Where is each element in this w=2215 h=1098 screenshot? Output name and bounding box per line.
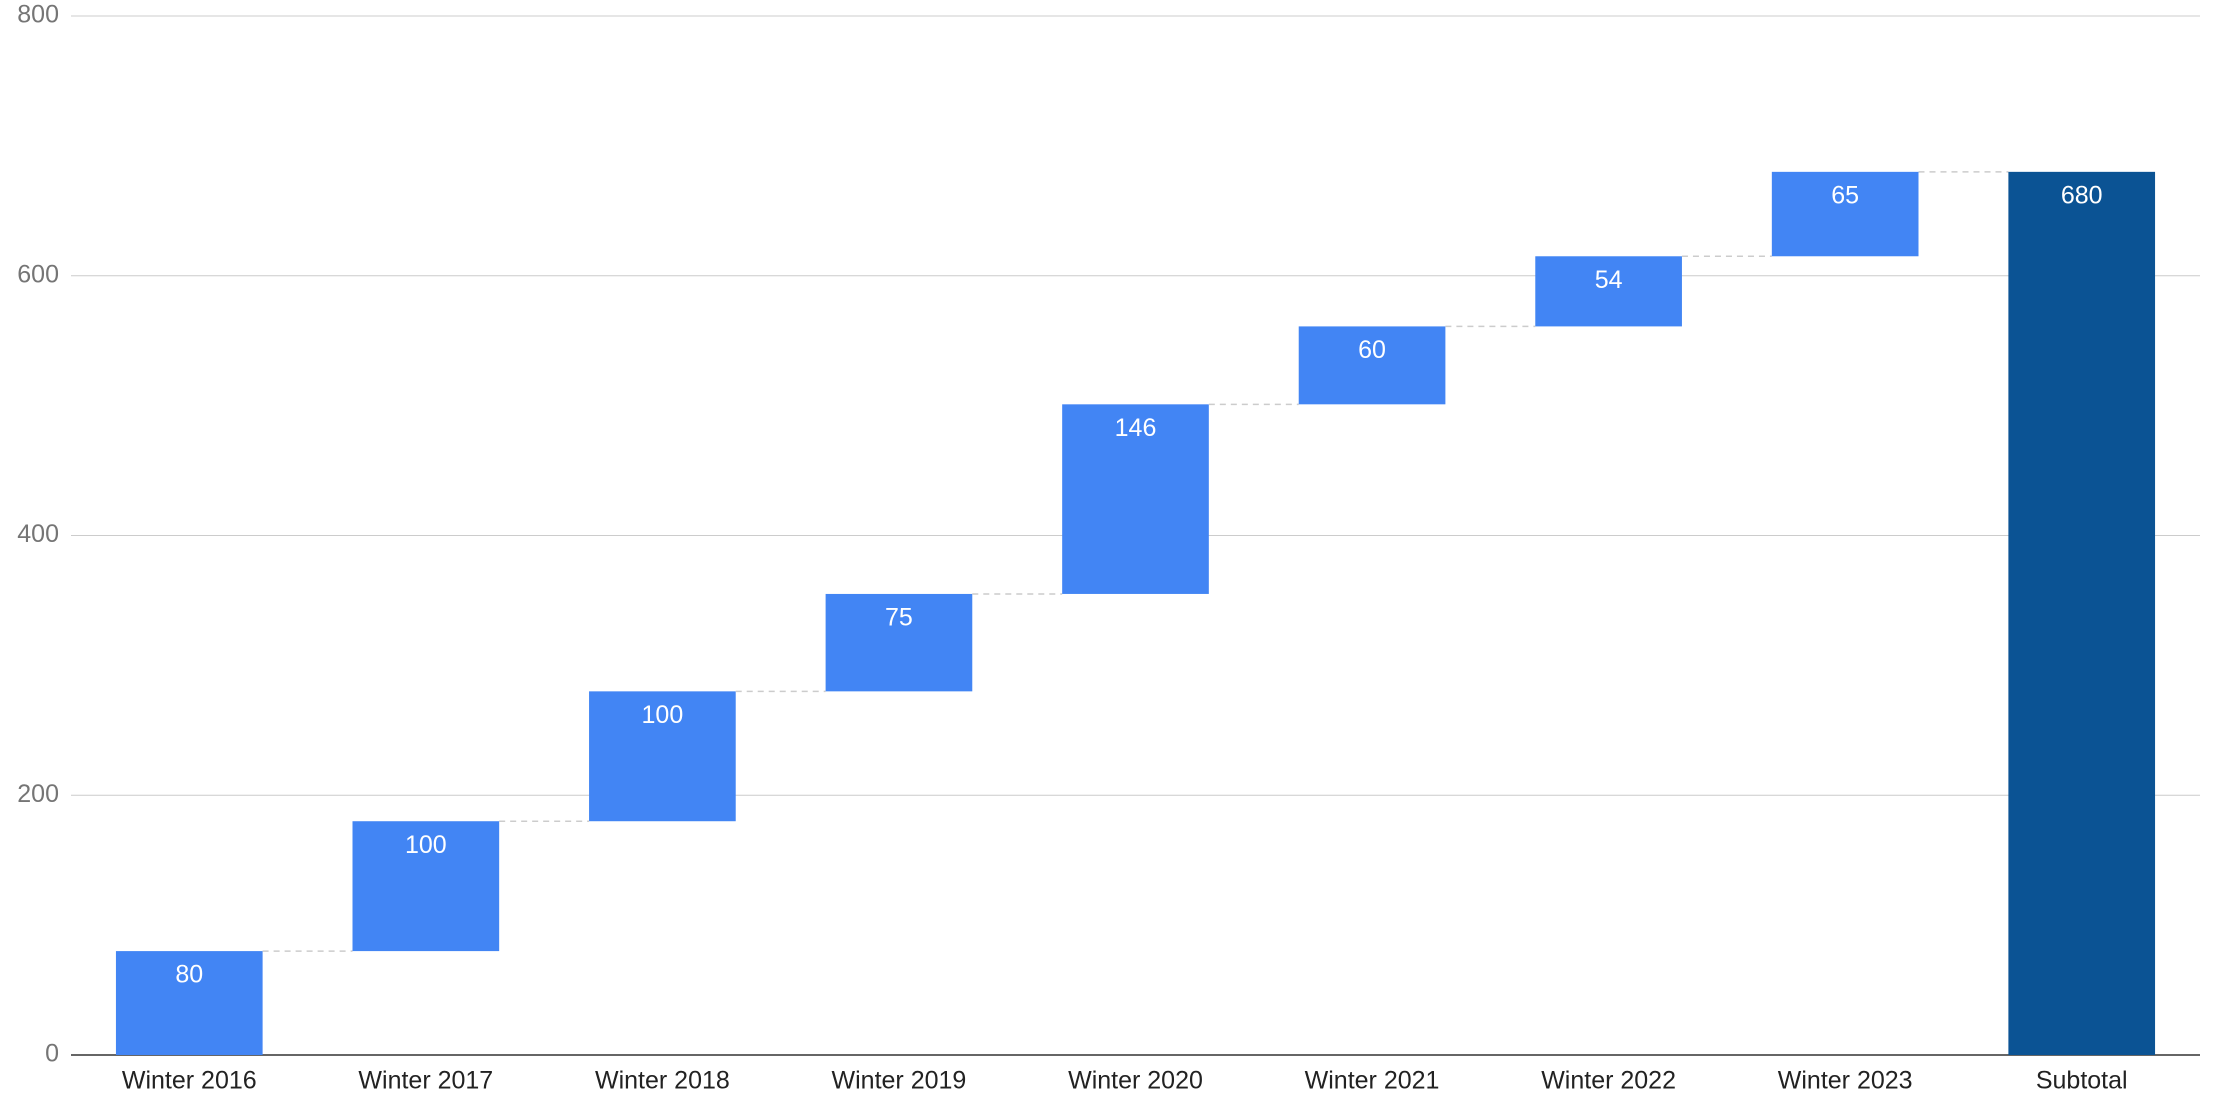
y-tick-label: 400 [17,520,59,548]
bar [115,951,263,1055]
x-tick-label: Winter 2016 [122,1067,257,1095]
x-tick-label: Winter 2023 [1778,1067,1913,1095]
bar [825,593,973,692]
data-label: 60 [1358,336,1386,364]
bar [1062,404,1209,594]
x-tick-label: Winter 2019 [832,1067,967,1095]
data-label: 146 [1115,414,1157,442]
bar [1298,326,1446,405]
y-tick-label: 600 [17,260,59,288]
x-tick-label: Winter 2018 [595,1067,730,1095]
bar [589,691,736,822]
x-tick-label: Winter 2021 [1305,1067,1440,1095]
y-tick-label: 200 [17,780,59,808]
x-tick-label: Winter 2020 [1068,1067,1203,1095]
data-label: 100 [642,701,684,729]
x-tick-label: Subtotal [2036,1067,2128,1095]
data-label: 65 [1831,181,1859,209]
bar [2008,171,2156,1056]
data-label: 680 [2061,181,2103,209]
data-label: 54 [1595,266,1623,294]
x-tick-label: Winter 2017 [358,1067,493,1095]
x-tick-label: Winter 2022 [1541,1067,1676,1095]
data-label: 80 [175,961,203,989]
y-tick-label: 0 [45,1040,59,1068]
bar [1771,171,1919,257]
bar [352,821,500,952]
data-label: 100 [405,831,447,859]
data-label: 75 [885,604,913,632]
y-tick-label: 800 [17,1,59,29]
bar [1535,256,1682,327]
